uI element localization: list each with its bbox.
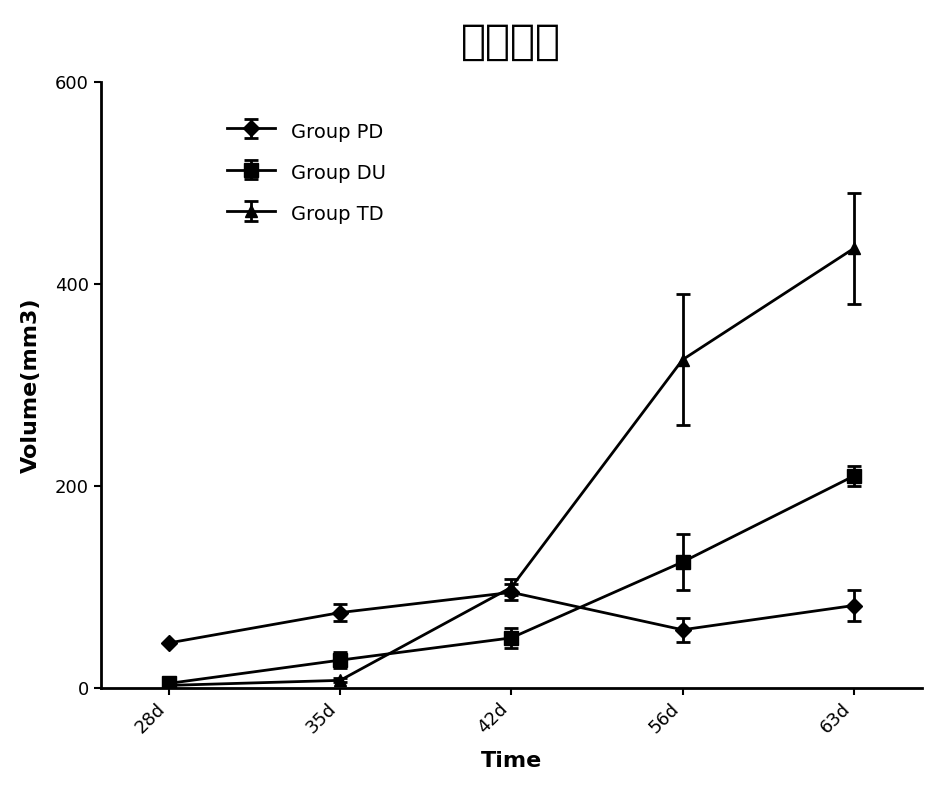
Legend: Group PD, Group DU, Group TD: Group PD, Group DU, Group TD [217, 109, 396, 235]
X-axis label: Time: Time [481, 751, 542, 771]
Title: 生长曲线: 生长曲线 [461, 21, 561, 63]
Y-axis label: Volume(mm3): Volume(mm3) [21, 297, 41, 473]
